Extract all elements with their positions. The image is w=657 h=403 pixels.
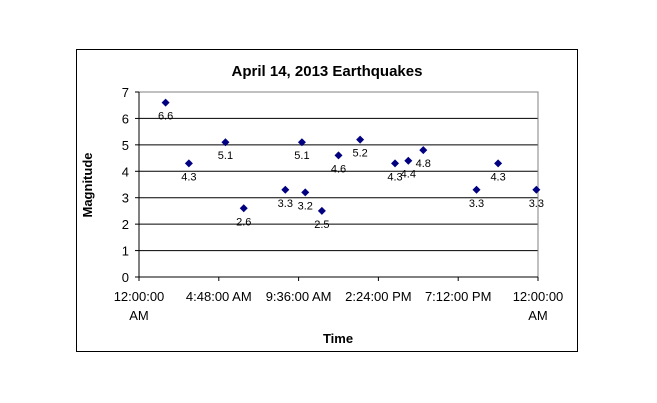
- chart-frame: [76, 49, 578, 352]
- data-label: 3.2: [298, 200, 313, 212]
- data-label: 6.6: [158, 111, 173, 123]
- data-label: 4.4: [401, 169, 416, 181]
- x-tick-label: 4:48:00 AM: [186, 289, 252, 304]
- y-tick-label: 2: [122, 217, 129, 232]
- y-tick-label: 3: [122, 191, 129, 206]
- data-label: 4.3: [181, 171, 196, 183]
- y-tick-label: 7: [122, 85, 129, 100]
- data-points: 6.64.35.12.63.35.13.22.54.65.24.34.44.83…: [158, 98, 544, 231]
- data-label: 4.3: [490, 171, 505, 183]
- x-axis-ticks: 12:00:00 AM 4:48:00 AM 9:36:00 AM 2:24:00 PM…: [114, 277, 564, 323]
- x-tick-label: 9:36:00 AM: [266, 289, 332, 304]
- data-label: 3.3: [529, 198, 544, 210]
- data-point-marker: [472, 185, 481, 194]
- y-tick-label: 6: [122, 111, 129, 126]
- data-point-marker: [239, 204, 248, 213]
- data-point-marker: [184, 159, 193, 168]
- data-point-marker: [301, 188, 310, 197]
- x-tick-label: AM: [528, 308, 548, 323]
- data-label: 3.3: [278, 198, 293, 210]
- axes: [138, 92, 538, 278]
- data-point-marker: [297, 138, 306, 147]
- data-point-marker: [281, 185, 290, 194]
- data-point-marker: [494, 159, 503, 168]
- data-label: 3.3: [469, 198, 484, 210]
- y-axis-title: Magnitude: [80, 153, 95, 218]
- y-tick-label: 4: [122, 164, 129, 179]
- y-tick-label: 0: [122, 270, 129, 285]
- data-point-marker: [161, 98, 170, 107]
- data-point-marker: [334, 151, 343, 160]
- x-tick-label: 7:12:00 PM: [425, 289, 492, 304]
- data-point-marker: [419, 146, 428, 155]
- data-point-marker: [356, 135, 365, 144]
- data-label: 4.6: [331, 163, 346, 175]
- data-label: 5.1: [218, 150, 233, 162]
- x-tick-label: 12:00:00: [513, 289, 564, 304]
- data-label: 4.8: [416, 158, 431, 170]
- x-tick-label: 2:24:00 PM: [345, 289, 412, 304]
- data-point-marker: [404, 156, 413, 165]
- data-point-marker: [532, 185, 541, 194]
- chart-title: April 14, 2013 Earthquakes: [232, 63, 423, 80]
- data-point-marker: [221, 138, 230, 147]
- data-label: 2.6: [236, 216, 251, 228]
- data-label: 5.1: [294, 150, 309, 162]
- data-label: 2.5: [314, 219, 329, 231]
- data-label: 5.2: [352, 148, 367, 160]
- data-point-marker: [391, 159, 400, 168]
- y-tick-label: 5: [122, 138, 129, 153]
- plot-area: [138, 91, 539, 278]
- y-tick-label: 1: [122, 244, 129, 259]
- x-tick-label: AM: [129, 308, 149, 323]
- x-tick-label: 12:00:00: [114, 289, 165, 304]
- x-axis-title: Time: [323, 331, 353, 346]
- data-point-marker: [317, 206, 326, 215]
- gridlines: [139, 117, 538, 252]
- y-axis-ticks: 0 1 2 3 4 5 6 7: [122, 85, 139, 285]
- data-label: 4.3: [387, 171, 402, 183]
